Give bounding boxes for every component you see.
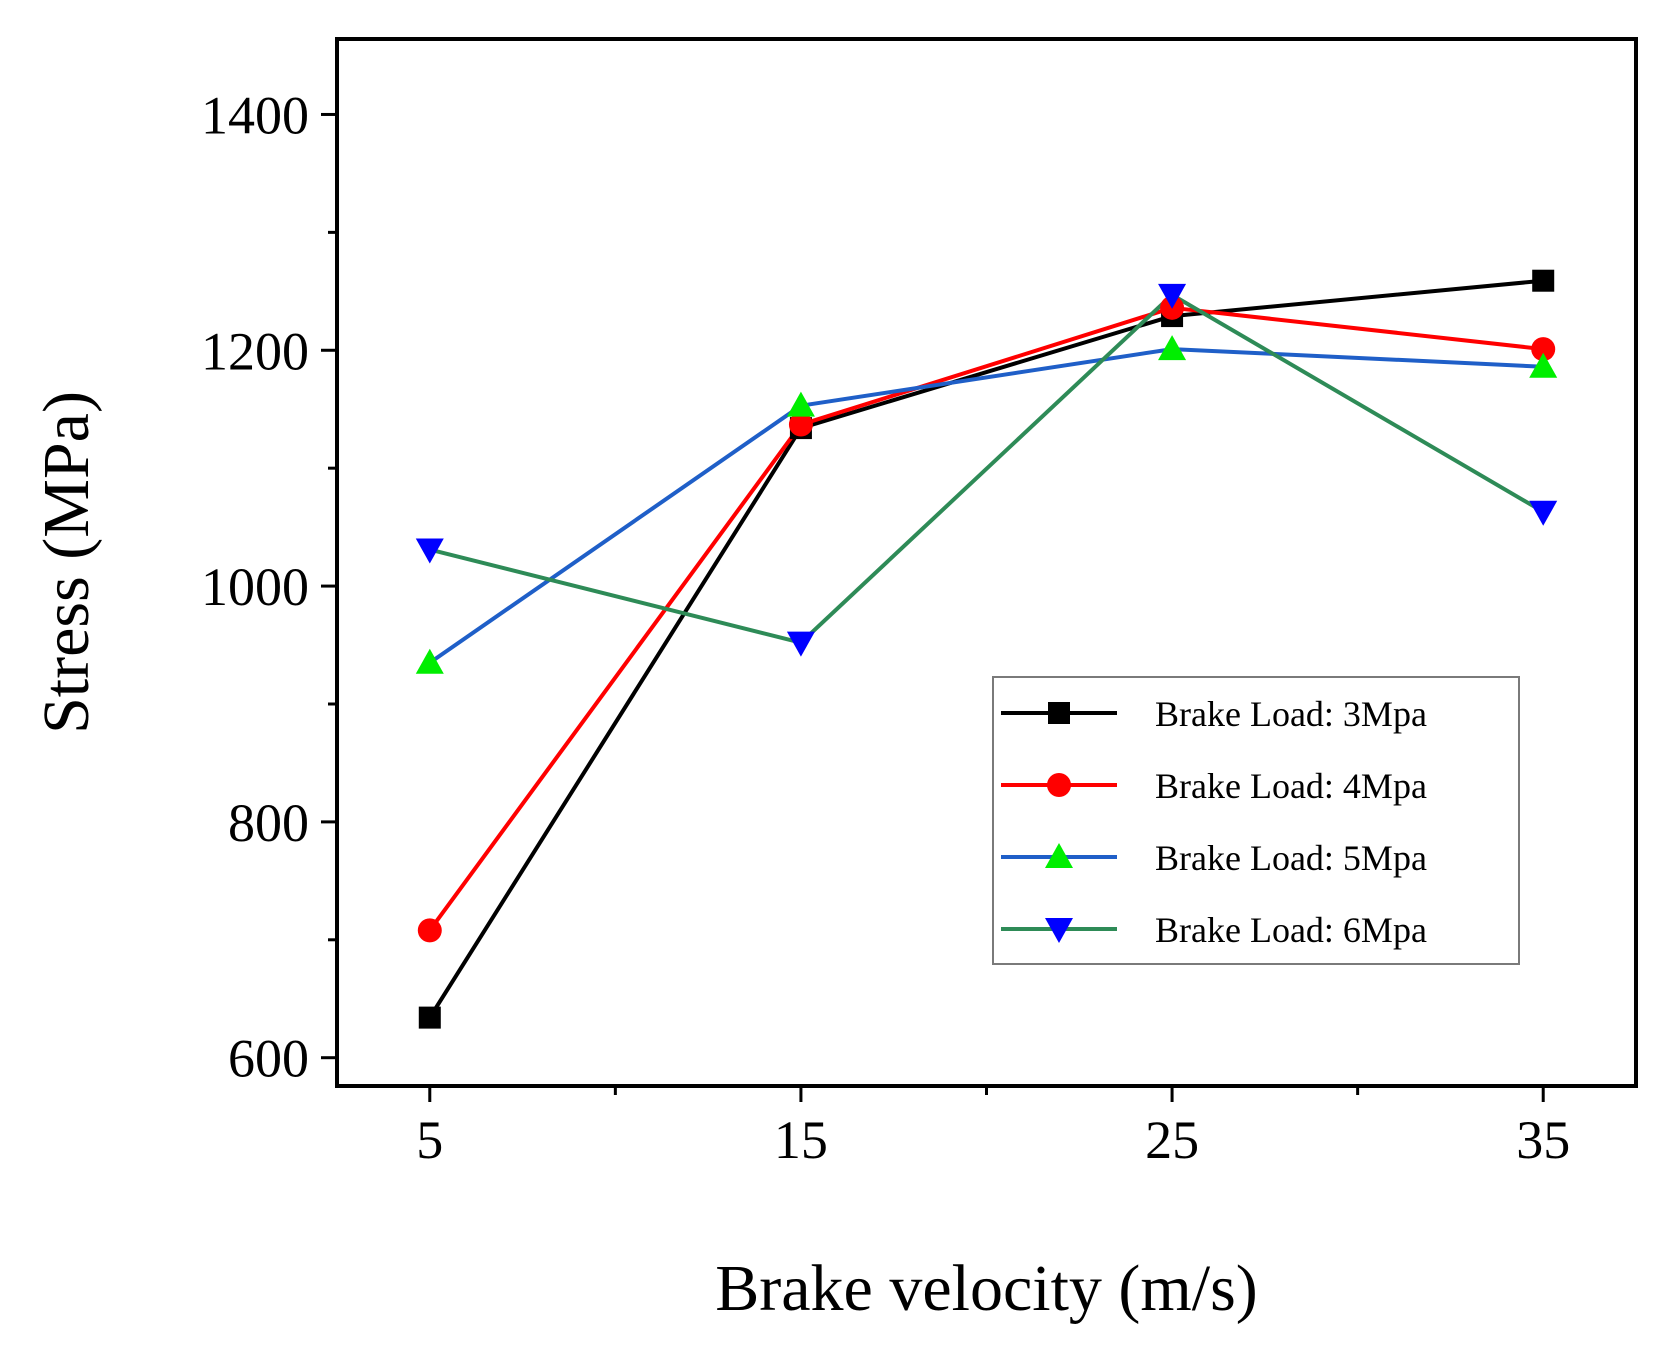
series-3-point [786, 391, 815, 417]
series-1-point [418, 1006, 441, 1029]
series-4-point [786, 631, 815, 657]
y-tick-label: 800 [228, 793, 309, 853]
series-4-point [1529, 500, 1558, 526]
legend-box [992, 676, 1520, 965]
legend-marker-4 [1045, 918, 1073, 943]
series-line-1 [428, 278, 1544, 1019]
x-tick-label: 35 [1516, 1110, 1570, 1170]
series-line-2 [428, 305, 1544, 932]
series-3-point [1529, 352, 1558, 378]
plot-area [415, 269, 1558, 1029]
series-2-point [788, 412, 813, 437]
legend-label-1: Brake Load: 3Mpa [1155, 694, 1427, 734]
legend-label-2: Brake Load: 4Mpa [1155, 766, 1427, 806]
x-tick-label: 5 [416, 1110, 443, 1170]
y-tick-label: 600 [228, 1029, 309, 1089]
series-line-4 [429, 292, 1545, 645]
legend-label-4: Brake Load: 6Mpa [1155, 910, 1427, 950]
legend-marker-1 [1048, 702, 1070, 724]
series-2-point [417, 918, 442, 943]
x-tick-label: 25 [1145, 1110, 1199, 1170]
axes: 5 15 25 35 600 800 1000 1200 1400 [201, 37, 1638, 1170]
series-line-3 [428, 347, 1544, 665]
y-axis-title: Stress (MPa) [30, 391, 103, 734]
x-axis-title: Brake velocity (m/s) [715, 1252, 1258, 1325]
series-4-point [415, 538, 444, 564]
legend-marker-3 [1045, 843, 1073, 868]
y-tick-label: 1000 [201, 557, 309, 617]
legend: Brake Load: 3Mpa Brake Load: 4Mpa Brake Lo… [992, 676, 1520, 965]
series-4-point [1158, 283, 1187, 309]
series-3-point [1158, 335, 1187, 361]
legend-marker-2 [1047, 773, 1071, 797]
series-2-point [1531, 337, 1556, 362]
series-1-point [1532, 269, 1555, 292]
y-tick-label: 1400 [201, 85, 309, 145]
y-tick-label: 1200 [201, 321, 309, 381]
x-tick-label: 15 [774, 1110, 828, 1170]
series-3-point [415, 648, 444, 674]
legend-label-3: Brake Load: 5Mpa [1155, 838, 1427, 878]
